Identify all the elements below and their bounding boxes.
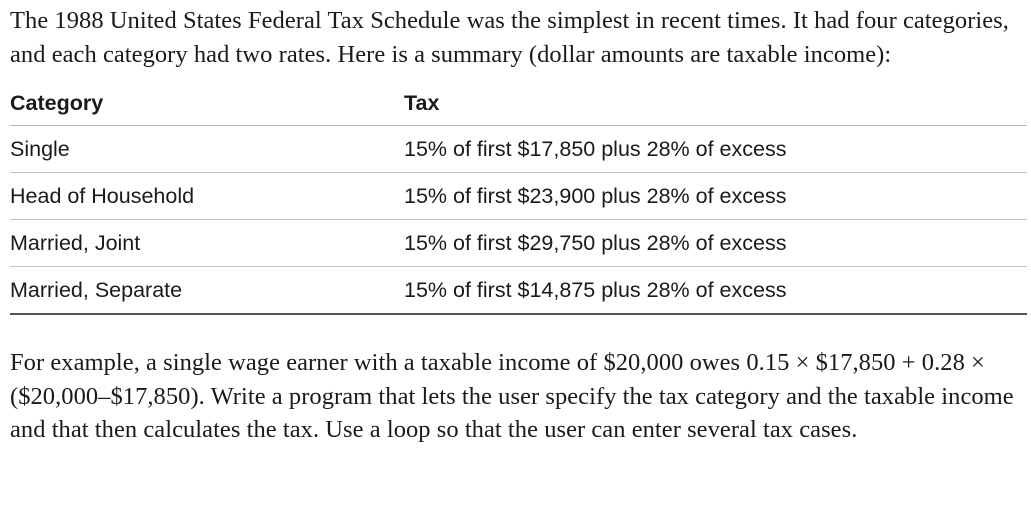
table-row: Single 15% of first $17,850 plus 28% of … xyxy=(10,125,1027,173)
tax-cell: 15% of first $17,850 plus 28% of excess xyxy=(404,125,1027,173)
tax-cell: 15% of first $14,875 plus 28% of excess xyxy=(404,266,1027,315)
category-cell: Married, Separate xyxy=(10,266,404,315)
table-row: Married, Separate 15% of first $14,875 p… xyxy=(10,266,1027,315)
category-cell: Head of Household xyxy=(10,172,404,220)
table-row: Married, Joint 15% of first $29,750 plus… xyxy=(10,219,1027,267)
tax-schedule-table: Category Tax Single 15% of first $17,850… xyxy=(10,81,1027,315)
exercise-page: The 1988 United States Federal Tax Sched… xyxy=(10,4,1027,447)
table-row: Head of Household 15% of first $23,900 p… xyxy=(10,172,1027,220)
intro-paragraph: The 1988 United States Federal Tax Sched… xyxy=(10,7,1009,68)
category-cell: Single xyxy=(10,125,404,173)
tax-cell: 15% of first $29,750 plus 28% of excess xyxy=(404,219,1027,267)
example-paragraph: For example, a single wage earner with a… xyxy=(10,349,1014,443)
category-cell: Married, Joint xyxy=(10,219,404,267)
header-tax: Tax xyxy=(404,81,1027,126)
tax-cell: 15% of first $23,900 plus 28% of excess xyxy=(404,172,1027,220)
header-category: Category xyxy=(10,81,404,126)
table-header-row: Category Tax xyxy=(10,81,1027,126)
